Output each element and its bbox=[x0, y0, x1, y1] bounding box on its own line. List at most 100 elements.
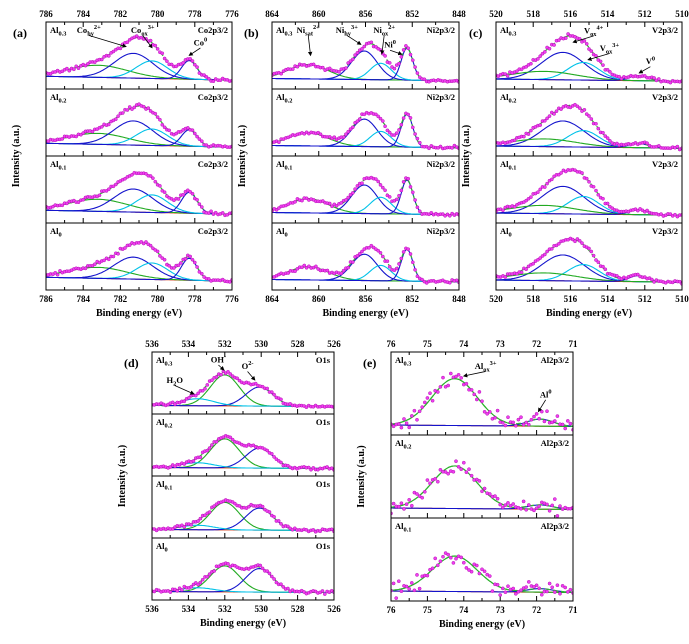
tick-label: 848 bbox=[452, 294, 466, 304]
panel-tag: (e) bbox=[363, 356, 376, 370]
panel-tag: (c) bbox=[469, 26, 482, 40]
region-label: O1s bbox=[316, 479, 331, 489]
region-label: Ni2p3/2 bbox=[427, 92, 455, 102]
tick-label: 516 bbox=[564, 294, 578, 304]
region-label: Ni2p3/2 bbox=[427, 226, 455, 236]
tick-label: 856 bbox=[359, 294, 373, 304]
envelope-curve bbox=[496, 238, 682, 283]
tick-label: 782 bbox=[114, 9, 128, 19]
annotation-label: Nisat2+ bbox=[297, 24, 320, 37]
annotation-arrow bbox=[572, 35, 594, 44]
panel-a-row-1: Al0.2 Co2p3/2 bbox=[45, 88, 233, 157]
curves bbox=[391, 551, 573, 600]
panel-b-row-3: Al0 Ni2p3/2 bbox=[271, 222, 460, 291]
annotation-arrow bbox=[346, 35, 362, 45]
x-axis-title: Binding energy (eV) bbox=[546, 308, 632, 319]
tick-label: 848 bbox=[452, 9, 466, 19]
tick-label: 510 bbox=[675, 9, 689, 19]
panel-b-row-1: Al0.2 Ni2p3/2 bbox=[271, 88, 460, 157]
panel-a-row-2: Al0.1 Co2p3/2 bbox=[45, 155, 233, 224]
curves bbox=[46, 240, 232, 284]
panel-tag: (d) bbox=[124, 356, 139, 370]
tick-label: 520 bbox=[489, 294, 503, 304]
tick-label: 536 bbox=[145, 604, 159, 614]
tick-label: 73 bbox=[496, 339, 506, 349]
tick-label: 518 bbox=[526, 9, 540, 19]
sample-label: Al0.3 bbox=[50, 25, 66, 38]
sample-label: Al0.3 bbox=[395, 355, 411, 368]
region-label: Ni2p3/2 bbox=[427, 159, 455, 169]
tick-label: 75 bbox=[423, 605, 433, 615]
sample-label: Al0.3 bbox=[500, 25, 516, 38]
tick-label: 786 bbox=[39, 9, 53, 19]
sample-label: Al0.1 bbox=[395, 521, 411, 534]
tick-label: 534 bbox=[182, 339, 196, 349]
sample-label: Al0.1 bbox=[500, 159, 516, 172]
region-label: V2p3/2 bbox=[652, 226, 678, 236]
tick-label: 74 bbox=[459, 605, 469, 615]
annotation-label: H2O bbox=[167, 375, 184, 388]
component-curve-2 bbox=[496, 272, 682, 283]
sample-label: Al0.2 bbox=[500, 92, 516, 105]
annotation-label: Al0 bbox=[540, 389, 552, 400]
region-label: Al2p3/2 bbox=[541, 355, 569, 365]
panel-c: (c) Intensity (a.u.) Binding energy (eV) 51… bbox=[461, 9, 689, 319]
data-points bbox=[152, 561, 334, 596]
tick-label: 776 bbox=[225, 9, 239, 19]
tick-label: 514 bbox=[601, 9, 615, 19]
region-label: O1s bbox=[316, 541, 331, 551]
data-points bbox=[152, 433, 334, 472]
sample-label: Al0 bbox=[500, 226, 512, 239]
tick-label: 778 bbox=[188, 9, 202, 19]
sample-label: Al0 bbox=[50, 226, 62, 239]
subpanel-frame bbox=[45, 222, 233, 291]
envelope-curve bbox=[391, 465, 573, 510]
curves bbox=[152, 561, 334, 596]
curves bbox=[496, 167, 682, 219]
panel-d-row-3: Al0 O1s bbox=[151, 537, 335, 601]
panel-c-row-0: Al0.3 V2p3/2 Vox4+ Vox3+ V0 bbox=[495, 21, 683, 90]
region-label: Co2p3/2 bbox=[198, 159, 228, 169]
tick-label: 864 bbox=[265, 9, 279, 19]
data-points bbox=[272, 40, 459, 84]
data-points bbox=[46, 240, 232, 284]
annotation-arrow bbox=[247, 371, 256, 381]
sample-label: Al0 bbox=[276, 226, 288, 239]
data-points bbox=[46, 102, 232, 149]
tick-label: 528 bbox=[291, 604, 305, 614]
region-label: Ni2p3/2 bbox=[427, 25, 455, 35]
panel-b-row-0: Al0.3 Ni2p3/2 Nisat2+ Nihy3+ Niox2+ Ni0 bbox=[271, 21, 460, 90]
annotation-arrow bbox=[638, 66, 651, 74]
data-points bbox=[496, 32, 682, 85]
subpanel-frame bbox=[495, 222, 683, 291]
sample-label: Al0.2 bbox=[50, 92, 66, 105]
panel-e-row-2: Al0.1 Al2p3/2 bbox=[390, 517, 574, 602]
tick-label: 76 bbox=[387, 605, 397, 615]
tick-label: 526 bbox=[327, 339, 341, 349]
tick-label: 526 bbox=[327, 604, 341, 614]
panel-d: (d) Intensity (a.u.) Binding energy (eV) 52… bbox=[117, 339, 341, 629]
annotation-arrow bbox=[537, 399, 547, 413]
sample-label: Al0 bbox=[156, 541, 168, 554]
component-curve-1 bbox=[391, 588, 573, 593]
sample-label: Al0.3 bbox=[276, 25, 292, 38]
tick-label: 75 bbox=[423, 339, 433, 349]
panel-a-row-0: Al0.3 Co2p3/2 Cohy2+ Coox3+ Co0 bbox=[45, 21, 233, 90]
tick-label: 856 bbox=[359, 9, 373, 19]
x-axis-title: Binding energy (eV) bbox=[439, 619, 525, 630]
sample-label: Al0.3 bbox=[156, 355, 172, 368]
data-points bbox=[46, 34, 232, 83]
curves bbox=[152, 369, 334, 410]
tick-label: 786 bbox=[39, 294, 53, 304]
y-axis-title: Intensity (a.u.) bbox=[11, 125, 22, 188]
panel-d-row-2: Al0.1 O1s bbox=[151, 475, 335, 539]
region-label: V2p3/2 bbox=[652, 159, 678, 169]
y-axis-title: Intensity (a.u.) bbox=[237, 125, 248, 188]
tick-label: 516 bbox=[564, 9, 578, 19]
tick-label: 514 bbox=[601, 294, 615, 304]
tick-label: 532 bbox=[218, 604, 232, 614]
y-axis-title: Intensity (a.u.) bbox=[356, 445, 367, 508]
data-points bbox=[272, 110, 459, 151]
tick-label: 534 bbox=[182, 604, 196, 614]
tick-label: 71 bbox=[569, 605, 579, 615]
